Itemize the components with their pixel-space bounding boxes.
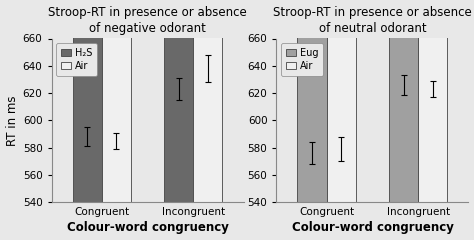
Bar: [327, 0, 356, 202]
Legend: Eug, Air: Eug, Air: [281, 43, 323, 76]
Bar: [298, 0, 327, 202]
X-axis label: Colour-word congruency: Colour-word congruency: [292, 222, 454, 234]
Bar: [164, 0, 193, 202]
X-axis label: Colour-word congruency: Colour-word congruency: [66, 222, 228, 234]
Bar: [389, 0, 418, 202]
Bar: [193, 0, 222, 202]
Title: Stroop-RT in presence or absence
of negative odorant: Stroop-RT in presence or absence of nega…: [48, 6, 247, 35]
Bar: [418, 0, 447, 202]
Legend: H₂S, Air: H₂S, Air: [56, 43, 97, 76]
Bar: [102, 0, 131, 202]
Bar: [73, 0, 102, 202]
Title: Stroop-RT in presence or absence
of neutral odorant: Stroop-RT in presence or absence of neut…: [273, 6, 472, 35]
Y-axis label: RT in ms: RT in ms: [6, 95, 18, 146]
